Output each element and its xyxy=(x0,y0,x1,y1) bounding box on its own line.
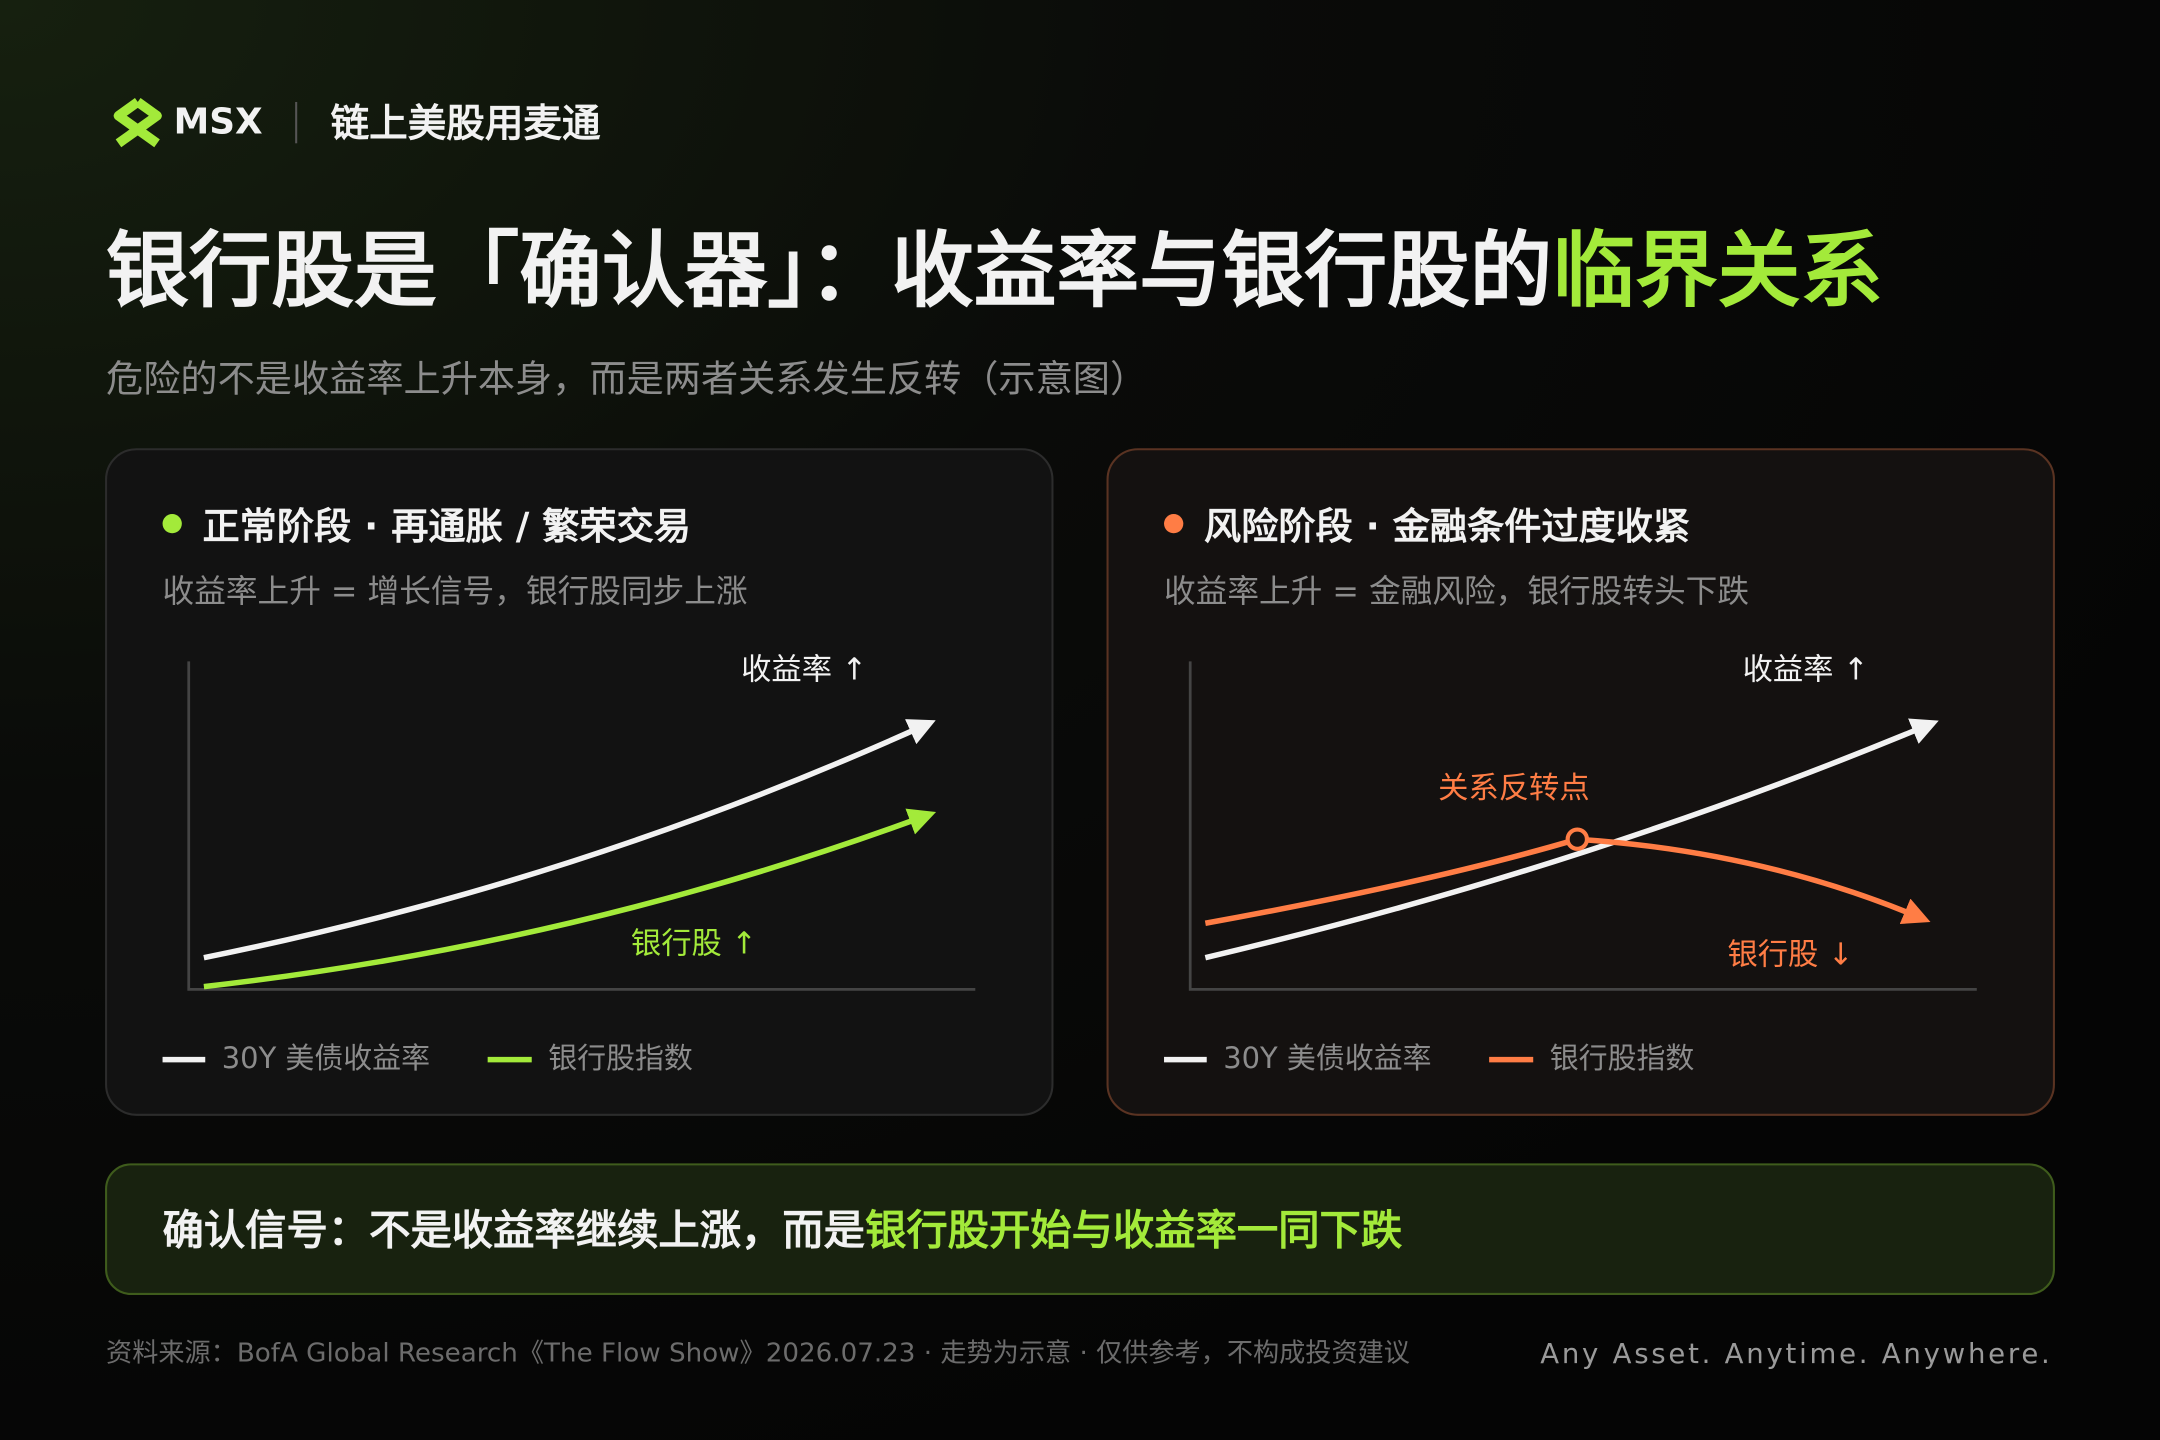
bank-label: 银行股 ↓ xyxy=(1727,938,1853,973)
source: 资料来源：BofA Global Research《The Flow Show》… xyxy=(106,1338,1410,1368)
logo xyxy=(113,98,162,148)
legend-label: 银行股指数 xyxy=(1550,1041,1695,1075)
panel-risk: 风险阶段 · 金融条件过度收紧 收益率上升 = 金融风险，银行股转头下跌 收益率… xyxy=(1106,448,2055,1116)
yield-curve xyxy=(1204,718,1939,961)
yield-curve xyxy=(203,719,936,961)
yield-label: 收益率 ↑ xyxy=(741,652,867,687)
callout-text: 确认信号：不是收益率继续上涨，而是 xyxy=(163,1206,866,1254)
panel-box xyxy=(105,448,1054,1116)
title-highlight: 临界关系 xyxy=(1552,223,1883,319)
panel-description: 收益率上升 = 增长信号，银行股同步上涨 xyxy=(163,574,748,610)
panel-box xyxy=(1106,448,2055,1116)
subtitle: 危险的不是收益率上升本身，而是两者关系发生反转（示意图） xyxy=(106,356,1147,400)
callout: 确认信号：不是收益率继续上涨，而是银行股开始与收益率一同下跌 xyxy=(163,1206,1403,1254)
callout-highlight: 银行股开始与收益率一同下跌 xyxy=(865,1206,1403,1254)
reversal-label: 关系反转点 xyxy=(1438,771,1589,806)
dot xyxy=(162,513,182,534)
slogan: Any Asset. Anytime. Anywhere. xyxy=(1540,1338,2052,1370)
callout-box xyxy=(105,1163,2055,1295)
title: 银行股是「确认器」：收益率与银行股的临界关系 xyxy=(106,223,1883,319)
panel-description: 收益率上升 = 金融风险，银行股转头下跌 xyxy=(1164,574,1749,610)
reversal-point xyxy=(1565,827,1590,851)
axes xyxy=(1188,661,1977,991)
axes xyxy=(187,661,976,991)
yield-label: 收益率 ↑ xyxy=(1743,652,1869,687)
panel-normal: 正常阶段 · 再通胀 / 繁荣交易 收益率上升 = 增长信号，银行股同步上涨 收… xyxy=(105,448,1054,1116)
tagline: 链上美股用麦通 xyxy=(331,101,601,146)
legend-label: 30Y 美债收益率 xyxy=(222,1041,430,1075)
dot xyxy=(1164,513,1184,534)
legend-label: 银行股指数 xyxy=(548,1041,693,1075)
brand: MSX xyxy=(174,102,263,143)
title-main: 银行股是「确认器」：收益率与银行股的 xyxy=(106,223,1552,319)
bank-label: 银行股 ↑ xyxy=(631,927,757,962)
bank-curve xyxy=(203,808,937,990)
panel-title: 正常阶段 · 再通胀 / 繁荣交易 xyxy=(203,504,691,548)
panel-title: 风险阶段 · 金融条件过度收紧 xyxy=(1204,504,1690,548)
legend-label: 30Y 美债收益率 xyxy=(1223,1041,1431,1075)
